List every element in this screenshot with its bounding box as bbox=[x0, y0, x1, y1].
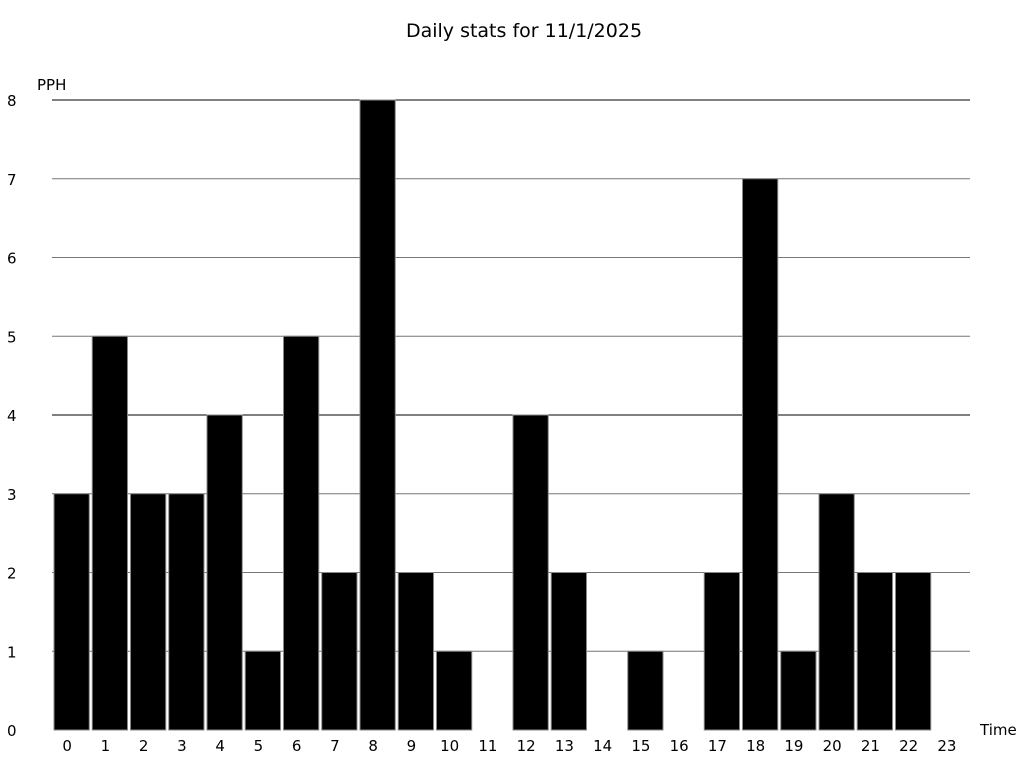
bar-22 bbox=[895, 572, 932, 731]
bar-8 bbox=[359, 99, 396, 731]
bar-3 bbox=[168, 493, 205, 731]
bar-2 bbox=[130, 493, 167, 731]
bar-15 bbox=[627, 650, 664, 731]
x-tick-label: 14 bbox=[593, 737, 612, 755]
chart-title: Daily stats for 11/1/2025 bbox=[406, 20, 642, 42]
x-tick-label: 1 bbox=[101, 737, 111, 755]
x-tick-label: 7 bbox=[330, 737, 340, 755]
x-tick-label: 16 bbox=[670, 737, 689, 755]
x-tick-label: 12 bbox=[517, 737, 536, 755]
bar-7 bbox=[321, 572, 358, 731]
y-tick-label: 3 bbox=[7, 486, 17, 504]
x-tick-label: 8 bbox=[368, 737, 378, 755]
y-tick-label: 5 bbox=[7, 328, 17, 346]
x-tick-label: 5 bbox=[254, 737, 264, 755]
y-tick-label: 6 bbox=[7, 250, 17, 268]
x-tick-label: 6 bbox=[292, 737, 302, 755]
bar-19 bbox=[780, 650, 817, 731]
bar-12 bbox=[512, 414, 549, 731]
x-tick-label: 3 bbox=[177, 737, 187, 755]
bar-10 bbox=[436, 650, 473, 731]
x-tick-label: 15 bbox=[631, 737, 650, 755]
x-tick-label: 0 bbox=[62, 737, 72, 755]
x-tick-label: 13 bbox=[555, 737, 574, 755]
x-tick-label: 4 bbox=[215, 737, 225, 755]
bar-5 bbox=[244, 650, 281, 731]
x-tick-label: 2 bbox=[139, 737, 149, 755]
y-axis-label: PPH bbox=[37, 76, 66, 94]
bar-17 bbox=[703, 572, 740, 731]
bar-21 bbox=[856, 572, 893, 731]
bar-4 bbox=[206, 414, 243, 731]
y-tick-label: 7 bbox=[7, 171, 17, 189]
bar-9 bbox=[397, 572, 434, 731]
bar-0 bbox=[53, 493, 90, 731]
x-tick-label: 10 bbox=[440, 737, 459, 755]
x-tick-label: 19 bbox=[784, 737, 803, 755]
bar-20 bbox=[818, 493, 855, 731]
x-tick-label: 9 bbox=[407, 737, 417, 755]
bar-1 bbox=[91, 335, 128, 731]
x-tick-label: 22 bbox=[899, 737, 918, 755]
x-tick-label: 18 bbox=[746, 737, 765, 755]
bar-6 bbox=[283, 335, 320, 731]
x-tick-label: 17 bbox=[708, 737, 727, 755]
x-tick-label: 21 bbox=[861, 737, 880, 755]
y-tick-label: 8 bbox=[7, 92, 17, 110]
bar-18 bbox=[742, 178, 779, 731]
y-tick-label: 1 bbox=[7, 643, 17, 661]
y-tick-label: 4 bbox=[7, 407, 17, 425]
x-tick-label: 23 bbox=[937, 737, 956, 755]
x-tick-label: 20 bbox=[823, 737, 842, 755]
bar-13 bbox=[550, 572, 587, 731]
y-tick-label: 0 bbox=[7, 722, 17, 740]
x-axis-label: Time bbox=[979, 721, 1017, 739]
x-tick-label: 11 bbox=[478, 737, 497, 755]
y-tick-label: 2 bbox=[7, 565, 17, 583]
